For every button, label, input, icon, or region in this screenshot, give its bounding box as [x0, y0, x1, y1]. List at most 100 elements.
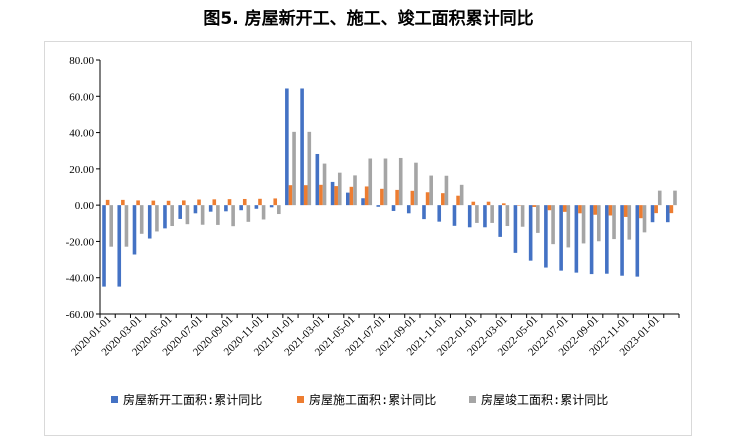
- bar-1: [102, 205, 106, 287]
- bar-3: [383, 158, 388, 206]
- bar-2: [166, 200, 171, 206]
- bar-1: [467, 205, 472, 228]
- bar-2: [532, 205, 537, 207]
- bar-3: [322, 163, 327, 206]
- bar-2: [242, 198, 247, 206]
- bar-3: [139, 205, 144, 234]
- bar-2: [669, 205, 674, 214]
- bar-1: [665, 205, 670, 223]
- bar-3: [642, 205, 647, 233]
- bar-2: [623, 205, 628, 217]
- bar-1: [193, 205, 198, 214]
- bar-2: [517, 205, 521, 206]
- legend-swatch-2: [297, 396, 304, 403]
- bar-2: [608, 205, 613, 216]
- bar-1: [300, 88, 304, 206]
- bar-3: [551, 205, 555, 245]
- bar-3: [170, 205, 174, 227]
- bar-3: [581, 205, 586, 244]
- bar-1: [452, 205, 457, 226]
- bar-2: [486, 201, 491, 206]
- bar-1: [285, 88, 289, 206]
- bar-1: [361, 198, 365, 206]
- legend-label-1: 房屋新开工面积:累计同比: [123, 392, 262, 407]
- bar-2: [593, 205, 597, 215]
- bar-3: [596, 205, 601, 242]
- bar-2: [364, 186, 369, 206]
- y-tick-label: 40.00: [69, 128, 94, 140]
- bar-1: [254, 205, 259, 209]
- bar-3: [627, 205, 632, 240]
- y-tick-label: -20.00: [66, 236, 95, 248]
- bar-1: [406, 205, 411, 214]
- bar-3: [414, 162, 418, 206]
- bar-1: [650, 205, 655, 223]
- y-tick-label: 20.00: [69, 164, 94, 176]
- bar-2: [410, 190, 415, 206]
- bar-3: [505, 205, 510, 227]
- bar-3: [368, 158, 373, 206]
- bar-2: [334, 186, 338, 206]
- bar-1: [163, 205, 167, 229]
- bar-3: [337, 172, 342, 206]
- bar-2: [501, 203, 506, 206]
- bar-2: [395, 189, 399, 206]
- bar-1: [376, 205, 381, 207]
- y-tick-label: 80.00: [69, 55, 94, 67]
- bar-3: [124, 205, 129, 247]
- bar-1: [132, 205, 137, 255]
- bar-2: [578, 205, 582, 214]
- bar-3: [490, 205, 494, 223]
- bar-2: [288, 185, 293, 206]
- chart-area: -60.00 -40.00 -20.00 0.00 20.00 40.00 60.00 80.…: [44, 41, 692, 436]
- bar-3: [246, 205, 251, 222]
- bar-1: [117, 205, 122, 287]
- bar-2: [105, 199, 110, 206]
- bar-1: [269, 205, 274, 208]
- bar-1: [528, 205, 533, 261]
- bar-3: [536, 205, 540, 233]
- bar-3: [261, 205, 266, 220]
- bar-2: [227, 199, 232, 206]
- legend-label-2: 房屋施工面积:累计同比: [309, 392, 436, 407]
- y-axis-ticks: -60.00 -40.00 -20.00 0.00 20.00 40.00 60.00 80.…: [66, 55, 100, 321]
- bar-2: [639, 205, 643, 219]
- legend-swatch-1: [111, 396, 118, 403]
- chart-svg: -60.00 -40.00 -20.00 0.00 20.00 40.00 60.00 80.…: [66, 55, 680, 407]
- y-tick-label: -60.00: [66, 309, 95, 321]
- bar-2: [456, 195, 460, 206]
- bar-1: [620, 205, 624, 276]
- bar-3: [231, 205, 235, 227]
- bar-2: [151, 200, 156, 206]
- bar-3: [185, 205, 190, 225]
- bar-1: [498, 205, 502, 237]
- chart-title: 图5. 房屋新开工、施工、竣工面积累计同比: [203, 9, 534, 29]
- bar-3: [200, 205, 205, 225]
- bar-2: [273, 198, 278, 206]
- bar-1: [330, 181, 335, 206]
- legend-label-3: 房屋竣工面积:累计同比: [481, 392, 608, 407]
- bar-1: [208, 205, 213, 212]
- bar-3: [429, 175, 433, 206]
- bar-1: [147, 205, 152, 239]
- bar-3: [566, 205, 571, 248]
- bar-2: [182, 200, 186, 206]
- bar-2: [303, 185, 308, 206]
- bar-1: [589, 205, 594, 275]
- legend-swatch-3: [469, 396, 476, 403]
- bar-3: [475, 205, 479, 223]
- bar-2: [319, 184, 323, 206]
- x-axis-ticks: 2020-01-012020-03-012020-05-012020-07-01…: [69, 314, 680, 358]
- bar-3: [277, 205, 281, 215]
- bar-1: [224, 205, 228, 212]
- bar-2: [547, 205, 552, 211]
- bar-3: [216, 205, 220, 225]
- bar-3: [612, 205, 616, 240]
- bar-1: [391, 205, 396, 211]
- bar-3: [292, 131, 296, 206]
- bar-1: [437, 205, 442, 222]
- bar-2: [425, 192, 430, 206]
- bar-2: [349, 186, 354, 206]
- bar-3: [307, 131, 312, 206]
- bar-2: [380, 188, 384, 206]
